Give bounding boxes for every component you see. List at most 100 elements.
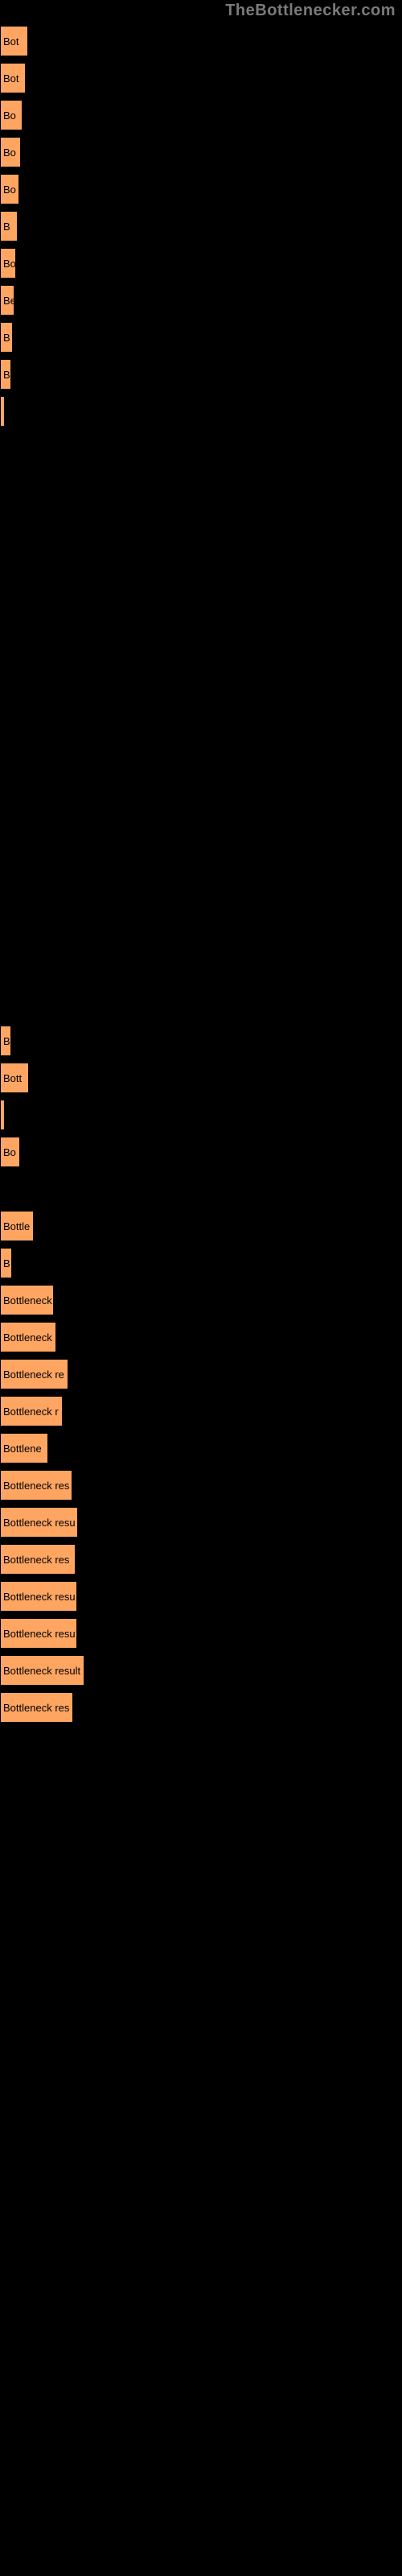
bar-label: B: [3, 369, 10, 380]
bar-row: [0, 430, 402, 467]
bar-row: Bottleneck res: [0, 1541, 402, 1578]
bar-row: Bottleneck re: [0, 1356, 402, 1393]
bar: Bott: [0, 1063, 29, 1093]
bar-row: Bottleneck resu: [0, 1615, 402, 1652]
bar-label: B: [3, 1258, 10, 1269]
bar: Bo: [0, 174, 19, 204]
bar-row: [0, 615, 402, 652]
bar: Bo: [0, 137, 21, 167]
bar-label: Bot: [3, 73, 19, 84]
bar: [0, 396, 5, 427]
bar-row: [0, 763, 402, 800]
bar-row: [0, 1170, 402, 1208]
bar-label: Bottleneck resu: [3, 1591, 76, 1602]
bar-row: [0, 726, 402, 763]
bar: Bo: [0, 1137, 20, 1167]
bar-label: Bottleneck r: [3, 1406, 59, 1417]
bar: Bottleneck: [0, 1285, 54, 1315]
bar-row: B: [0, 1022, 402, 1059]
bar-row: Bottleneck: [0, 1319, 402, 1356]
bar: Bottleneck res: [0, 1692, 73, 1723]
bar: B: [0, 359, 11, 390]
bar-label: Bo: [3, 258, 16, 269]
bar: Bot: [0, 26, 28, 56]
bar-row: [0, 800, 402, 837]
bar: Bottleneck resu: [0, 1581, 77, 1612]
bar-row: B: [0, 208, 402, 245]
bar-row: Bottleneck resu: [0, 1504, 402, 1541]
bar-row: [0, 948, 402, 985]
bar-row: Bottleneck: [0, 1282, 402, 1319]
bar: Bottleneck res: [0, 1470, 72, 1501]
bar-row: Bo: [0, 245, 402, 282]
bar-row: [0, 578, 402, 615]
bar-label: Bottleneck resu: [3, 1517, 76, 1528]
bar-row: [0, 689, 402, 726]
bar: Bottle: [0, 1211, 34, 1241]
bar-row: [0, 1096, 402, 1133]
bar-row: Bo: [0, 1133, 402, 1170]
bar-row: [0, 541, 402, 578]
bar-row: Bott: [0, 1059, 402, 1096]
bar-label: B: [3, 1036, 10, 1046]
bar-label: Bottleneck: [3, 1332, 52, 1343]
bar-label: B: [3, 332, 10, 343]
bar: Bottleneck r: [0, 1396, 63, 1426]
bar-label: B: [3, 221, 10, 232]
bar-row: [0, 652, 402, 689]
bar-row: Bottleneck resu: [0, 1578, 402, 1615]
bar-row: B: [0, 356, 402, 393]
bar-label: Bott: [3, 1073, 22, 1084]
bar-label: Bot: [3, 36, 19, 47]
bar-label: Bo: [3, 147, 16, 158]
bar-row: Bottleneck r: [0, 1393, 402, 1430]
bar-row: [0, 874, 402, 911]
bar: Bo: [0, 100, 23, 130]
bar: Bottleneck resu: [0, 1507, 78, 1538]
bar: B: [0, 322, 13, 353]
bar: Bottlene: [0, 1433, 48, 1463]
watermark-text: TheBottlenecker.com: [225, 2, 396, 20]
bar: Bottleneck res: [0, 1544, 76, 1575]
bar-row: B: [0, 319, 402, 356]
bar-row: [0, 837, 402, 874]
bar-label: Bottleneck resu: [3, 1629, 76, 1639]
bar-label: Bo: [3, 184, 16, 195]
bar-label: Bottleneck res: [3, 1480, 69, 1491]
bar-row: Bot: [0, 60, 402, 97]
bar-row: [0, 911, 402, 948]
bar: Bot: [0, 63, 26, 93]
bar-label: Bo: [3, 110, 16, 121]
bar-label: Bottleneck res: [3, 1703, 69, 1713]
bar-row: Bo: [0, 134, 402, 171]
bar: B: [0, 1026, 11, 1056]
bar-label: Bottleneck re: [3, 1369, 64, 1380]
bar-row: Bo: [0, 97, 402, 134]
bar: Be: [0, 285, 14, 316]
bar-chart: Bot Bot Bo Bo Bo B Bo Be B B B Bott Bo Bottle B Bottlen…: [0, 23, 402, 1726]
bar: B: [0, 211, 18, 242]
bar: Bottleneck result: [0, 1655, 84, 1686]
bar: Bottleneck re: [0, 1359, 68, 1389]
bar-label: Bottle: [3, 1221, 30, 1232]
bar-row: Be: [0, 282, 402, 319]
bar-row: Bot: [0, 23, 402, 60]
bar-row: [0, 393, 402, 430]
bar-label: Bottlene: [3, 1443, 42, 1454]
bar-row: Bottlene: [0, 1430, 402, 1467]
bar: B: [0, 1248, 12, 1278]
bar-label: Be: [3, 295, 14, 306]
bar-row: Bottleneck result: [0, 1652, 402, 1689]
bar: Bottleneck resu: [0, 1618, 77, 1649]
bar-row: [0, 985, 402, 1022]
bar-row: Bottle: [0, 1208, 402, 1245]
bar: Bottleneck: [0, 1322, 56, 1352]
bar: [0, 1100, 5, 1130]
bar-row: [0, 467, 402, 504]
bar-row: Bottleneck res: [0, 1689, 402, 1726]
bar-row: Bottleneck res: [0, 1467, 402, 1504]
bar-row: [0, 504, 402, 541]
bar-row: Bo: [0, 171, 402, 208]
bar-row: B: [0, 1245, 402, 1282]
bar-label: Bottleneck result: [3, 1666, 80, 1676]
